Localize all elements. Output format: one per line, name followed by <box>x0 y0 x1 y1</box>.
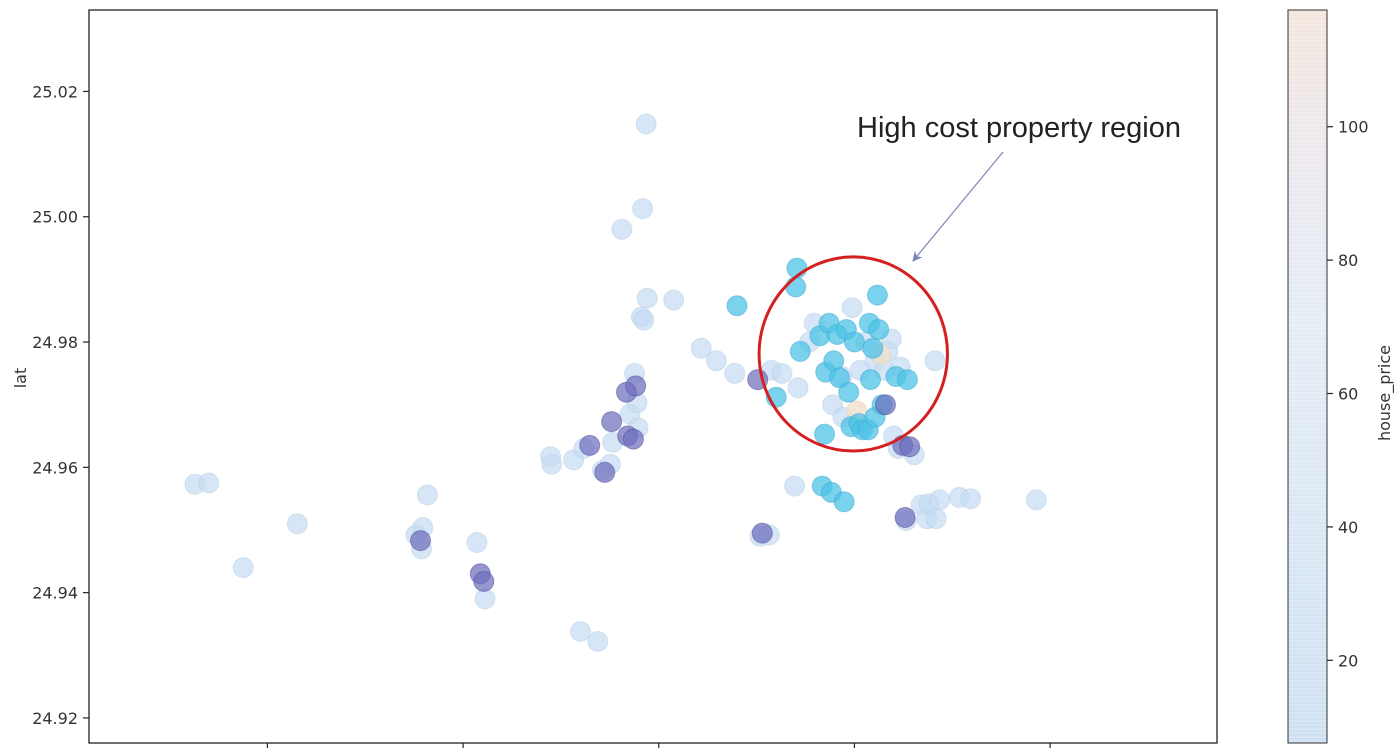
data-point <box>960 488 982 510</box>
data-point <box>286 513 308 535</box>
y-tick-label: 24.98 <box>32 333 78 352</box>
data-point <box>632 198 654 220</box>
data-point <box>198 472 220 494</box>
data-point <box>416 484 438 506</box>
colorbar-tick-label: 60 <box>1338 385 1358 404</box>
data-point <box>785 276 807 298</box>
y-axis-label: lat <box>11 368 30 389</box>
colorbar-tick-label: 20 <box>1338 651 1358 670</box>
colorbar <box>1287 9 1328 744</box>
data-point <box>875 394 896 416</box>
data-point <box>466 532 488 553</box>
colorbar-ticks: 20 40 60 80 100 <box>1289 12 1369 742</box>
data-point <box>636 287 658 309</box>
colorbar-label: house_price <box>1375 345 1395 441</box>
data-point <box>841 297 863 319</box>
data-point <box>771 362 793 384</box>
data-point <box>473 570 495 592</box>
data-point <box>787 377 809 399</box>
data-point <box>866 284 888 306</box>
data-point <box>570 621 591 642</box>
points-layer <box>184 113 1047 652</box>
plot-area <box>88 9 1218 744</box>
colorbar-tick-label: 80 <box>1338 251 1358 270</box>
data-point <box>594 461 616 483</box>
data-point <box>860 369 881 391</box>
data-point <box>924 350 946 372</box>
data-point <box>1025 489 1047 511</box>
colorbar-tick-label: 100 <box>1338 118 1369 137</box>
y-axis: 24.92 24.94 24.96 24.98 25.00 25.02 <box>32 82 89 728</box>
data-point <box>410 530 431 552</box>
data-point <box>833 491 855 513</box>
data-point <box>474 588 496 610</box>
y-tick-label: 24.92 <box>32 709 78 728</box>
data-point <box>868 319 890 340</box>
data-point <box>633 309 655 331</box>
data-point <box>625 375 647 397</box>
data-point <box>862 337 884 359</box>
data-point <box>838 381 860 403</box>
annotation-text: High cost property region <box>857 112 1181 144</box>
data-point <box>579 434 601 456</box>
highlight-circle <box>757 255 949 453</box>
data-point <box>751 522 773 544</box>
y-tick-label: 25.02 <box>32 82 78 101</box>
data-point <box>726 295 748 317</box>
data-point <box>690 337 712 359</box>
annotation-arrow <box>912 151 1004 262</box>
data-point <box>622 428 644 450</box>
data-point <box>894 507 916 528</box>
data-point <box>789 340 811 362</box>
y-tick-label: 24.94 <box>32 584 78 603</box>
y-tick-label: 25.00 <box>32 208 78 227</box>
y-tick-label: 24.96 <box>32 458 78 477</box>
data-point <box>899 436 921 458</box>
data-point <box>663 289 685 311</box>
data-point <box>925 508 947 530</box>
data-point <box>635 113 657 135</box>
data-point <box>541 453 563 475</box>
data-point <box>929 489 951 511</box>
data-point <box>601 411 623 433</box>
data-point <box>232 557 254 579</box>
data-point <box>705 350 727 372</box>
colorbar-tick-label: 40 <box>1338 518 1358 537</box>
data-point <box>611 218 633 240</box>
data-point <box>843 331 865 353</box>
data-point <box>724 362 746 384</box>
x-axis <box>266 743 1051 749</box>
data-point <box>587 631 609 652</box>
data-point <box>814 423 835 445</box>
data-point <box>784 475 806 497</box>
data-point <box>896 369 918 391</box>
